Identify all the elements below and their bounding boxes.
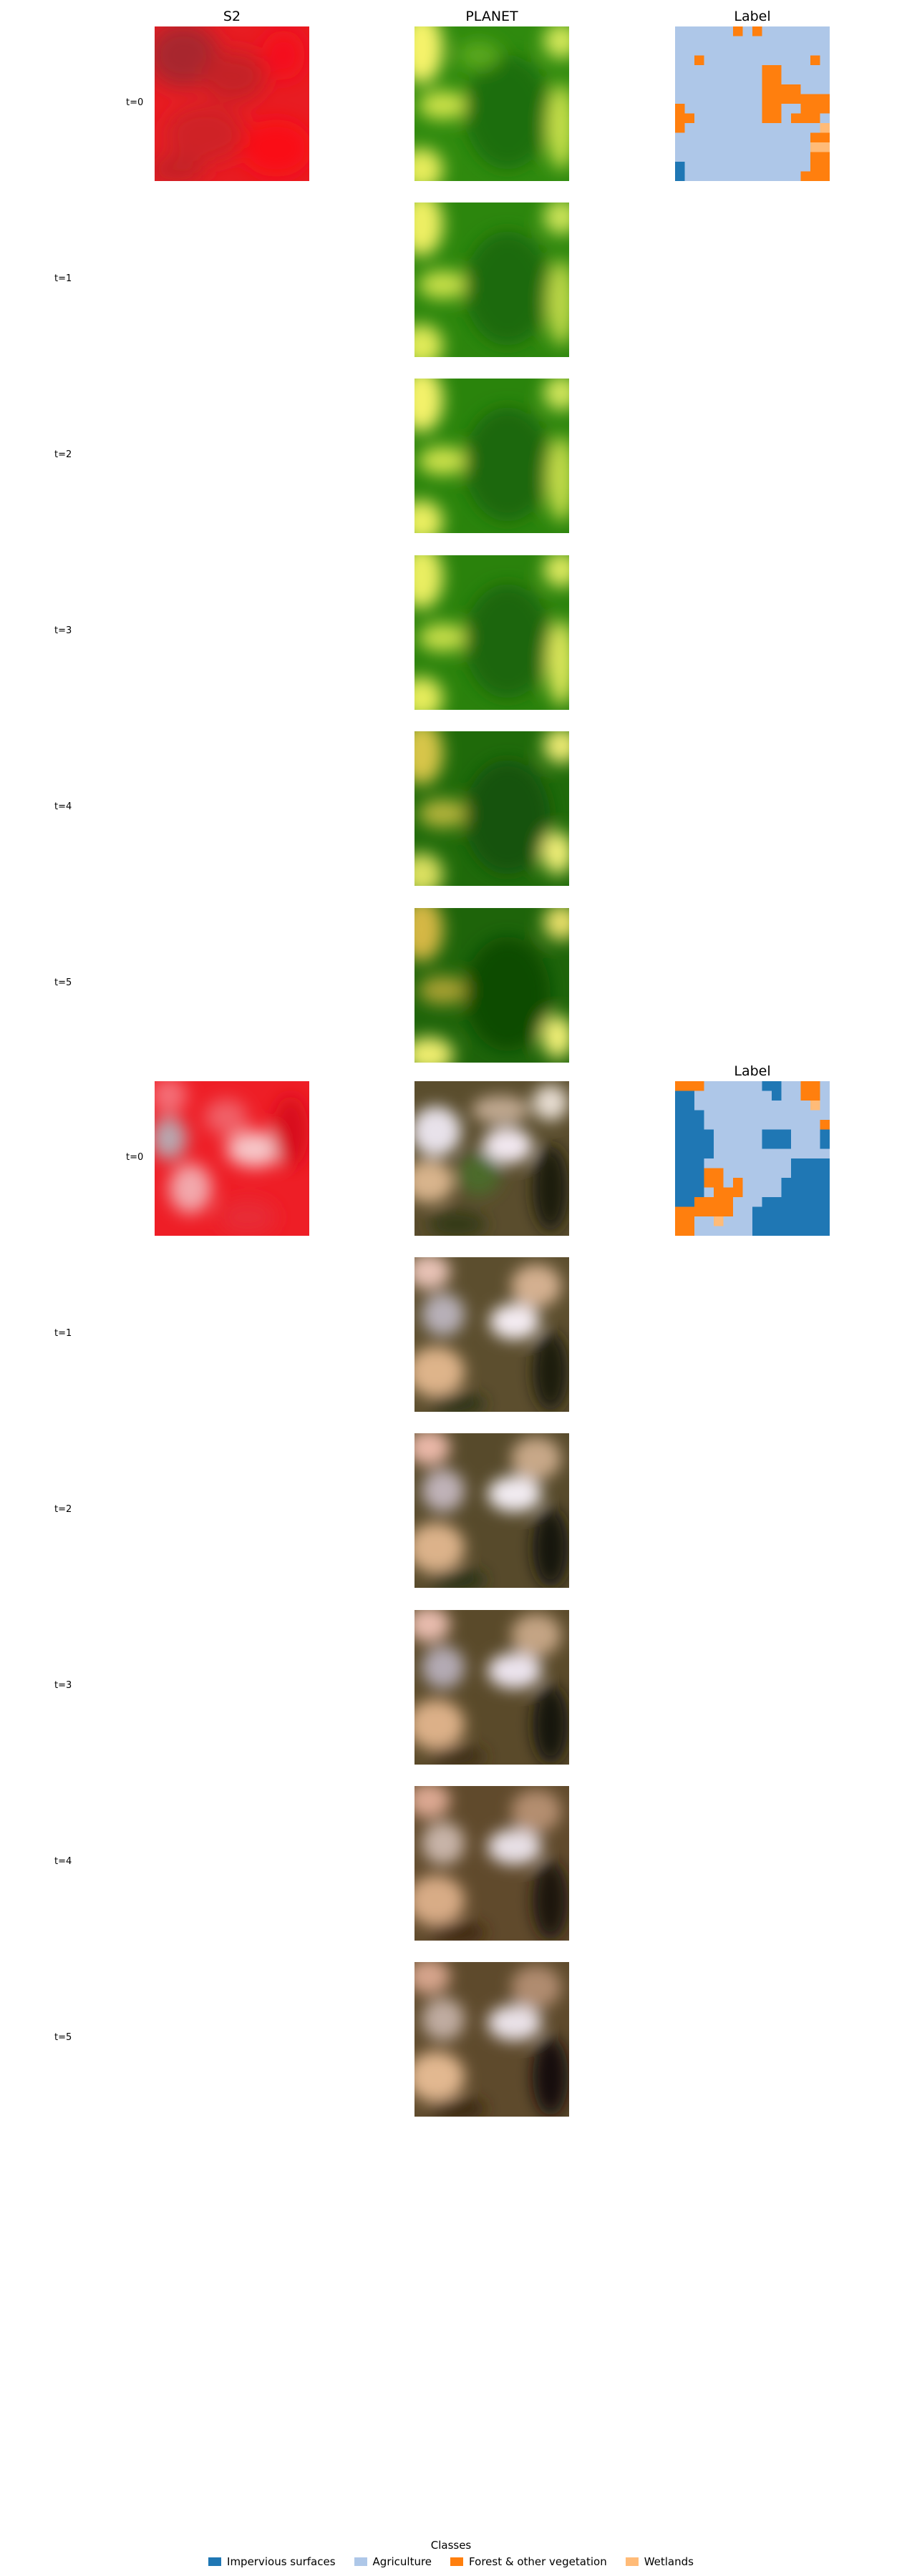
time-label-sample1-t0: t=0 (126, 97, 144, 108)
column-title-label-2: Label (734, 1063, 771, 1079)
time-label-sample2-t1: t=1 (54, 1328, 72, 1339)
legend-label-impervious: Impervious surfaces (227, 2555, 336, 2568)
planet-image-sample1-t2 (414, 379, 569, 533)
planet-image-sample2-t1 (414, 1257, 569, 1412)
legend-item-wetlands: Wetlands (625, 2555, 694, 2568)
legend-item-forest: Forest & other vegetation (450, 2555, 607, 2568)
label-map-sample1 (675, 26, 830, 181)
time-label-sample2-t4: t=4 (54, 1856, 72, 1867)
planet-image-sample2-t0 (414, 1081, 569, 1236)
planet-image-sample2-t2 (414, 1433, 569, 1588)
time-label-sample2-t0: t=0 (126, 1152, 144, 1163)
planet-image-sample1-t3 (414, 555, 569, 710)
planet-image-sample2-t5 (414, 1962, 569, 2117)
s2-image-sample1-t0 (155, 26, 309, 181)
column-title-s2: S2 (223, 9, 241, 24)
planet-image-sample1-t1 (414, 203, 569, 357)
time-label-sample1-t3: t=3 (54, 625, 72, 636)
legend-label-agriculture: Agriculture (372, 2555, 432, 2568)
time-label-sample2-t2: t=2 (54, 1504, 72, 1515)
legend-item-agriculture: Agriculture (354, 2555, 432, 2568)
time-label-sample2-t5: t=5 (54, 2032, 72, 2043)
column-title-planet: PLANET (465, 9, 518, 24)
legend-swatch-impervious (208, 2557, 222, 2566)
time-label-sample1-t4: t=4 (54, 801, 72, 812)
legend-label-wetlands: Wetlands (644, 2555, 694, 2568)
s2-image-sample2-t0 (155, 1081, 309, 1236)
legend-label-forest: Forest & other vegetation (469, 2555, 607, 2568)
time-label-sample2-t3: t=3 (54, 1680, 72, 1691)
time-label-sample1-t5: t=5 (54, 977, 72, 988)
legend-swatch-wetlands (625, 2557, 639, 2566)
label-map-sample2 (675, 1081, 830, 1236)
legend-swatch-forest (450, 2557, 464, 2566)
legend-title: Classes (430, 2539, 472, 2552)
planet-image-sample1-t0 (414, 26, 569, 181)
planet-image-sample2-t4 (414, 1786, 569, 1941)
time-label-sample1-t2: t=2 (54, 449, 72, 460)
time-label-sample1-t1: t=1 (54, 273, 72, 284)
legend-swatch-agriculture (354, 2557, 367, 2566)
legend: Impervious surfaces Agriculture Forest &… (0, 2555, 902, 2568)
column-title-label: Label (734, 9, 771, 24)
legend-item-impervious: Impervious surfaces (208, 2555, 336, 2568)
planet-image-sample1-t4 (414, 731, 569, 886)
planet-image-sample2-t3 (414, 1610, 569, 1765)
planet-image-sample1-t5 (414, 908, 569, 1063)
